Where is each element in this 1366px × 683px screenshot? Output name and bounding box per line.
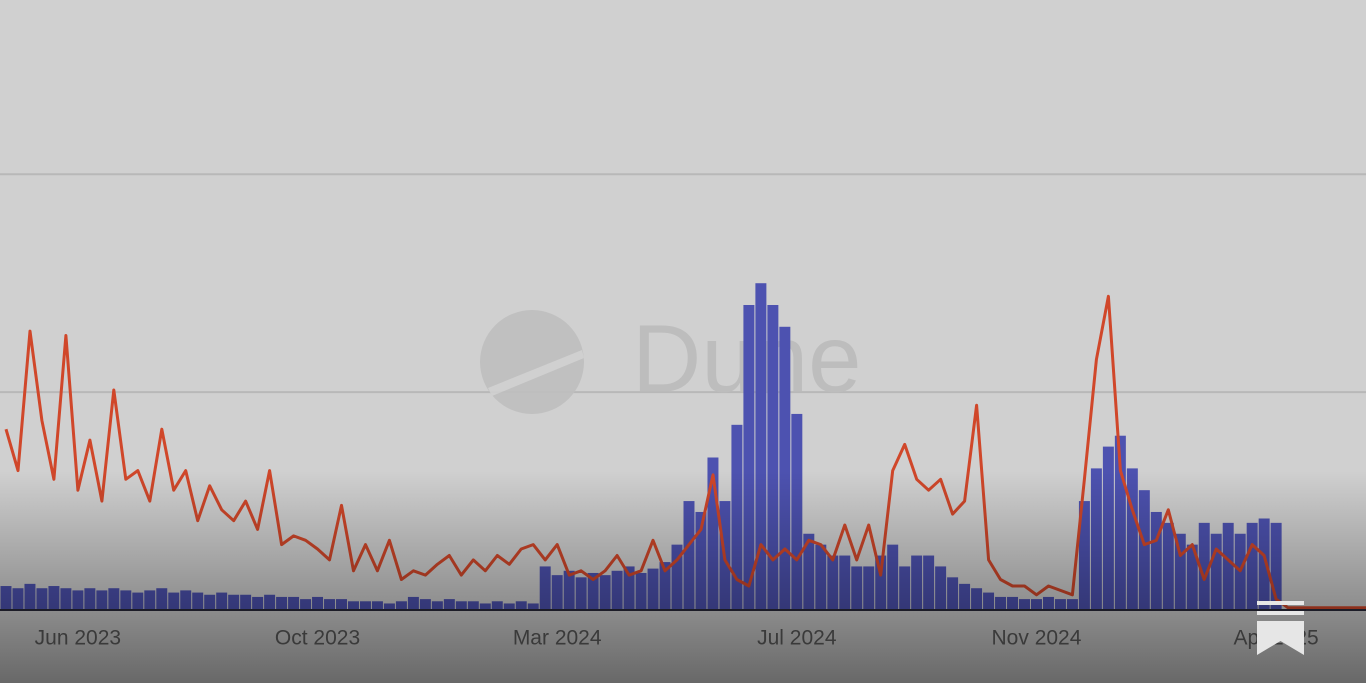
- shade-overlay: [0, 380, 1366, 683]
- x-tick-label: Jun 2023: [35, 627, 121, 650]
- x-tick-label: Nov 2024: [992, 627, 1082, 650]
- x-tick-label: Mar 2024: [513, 627, 602, 650]
- x-tick-label: Oct 2023: [275, 627, 360, 650]
- x-tick-label: Jul 2024: [757, 627, 837, 650]
- bookmark-icon[interactable]: [1257, 601, 1304, 655]
